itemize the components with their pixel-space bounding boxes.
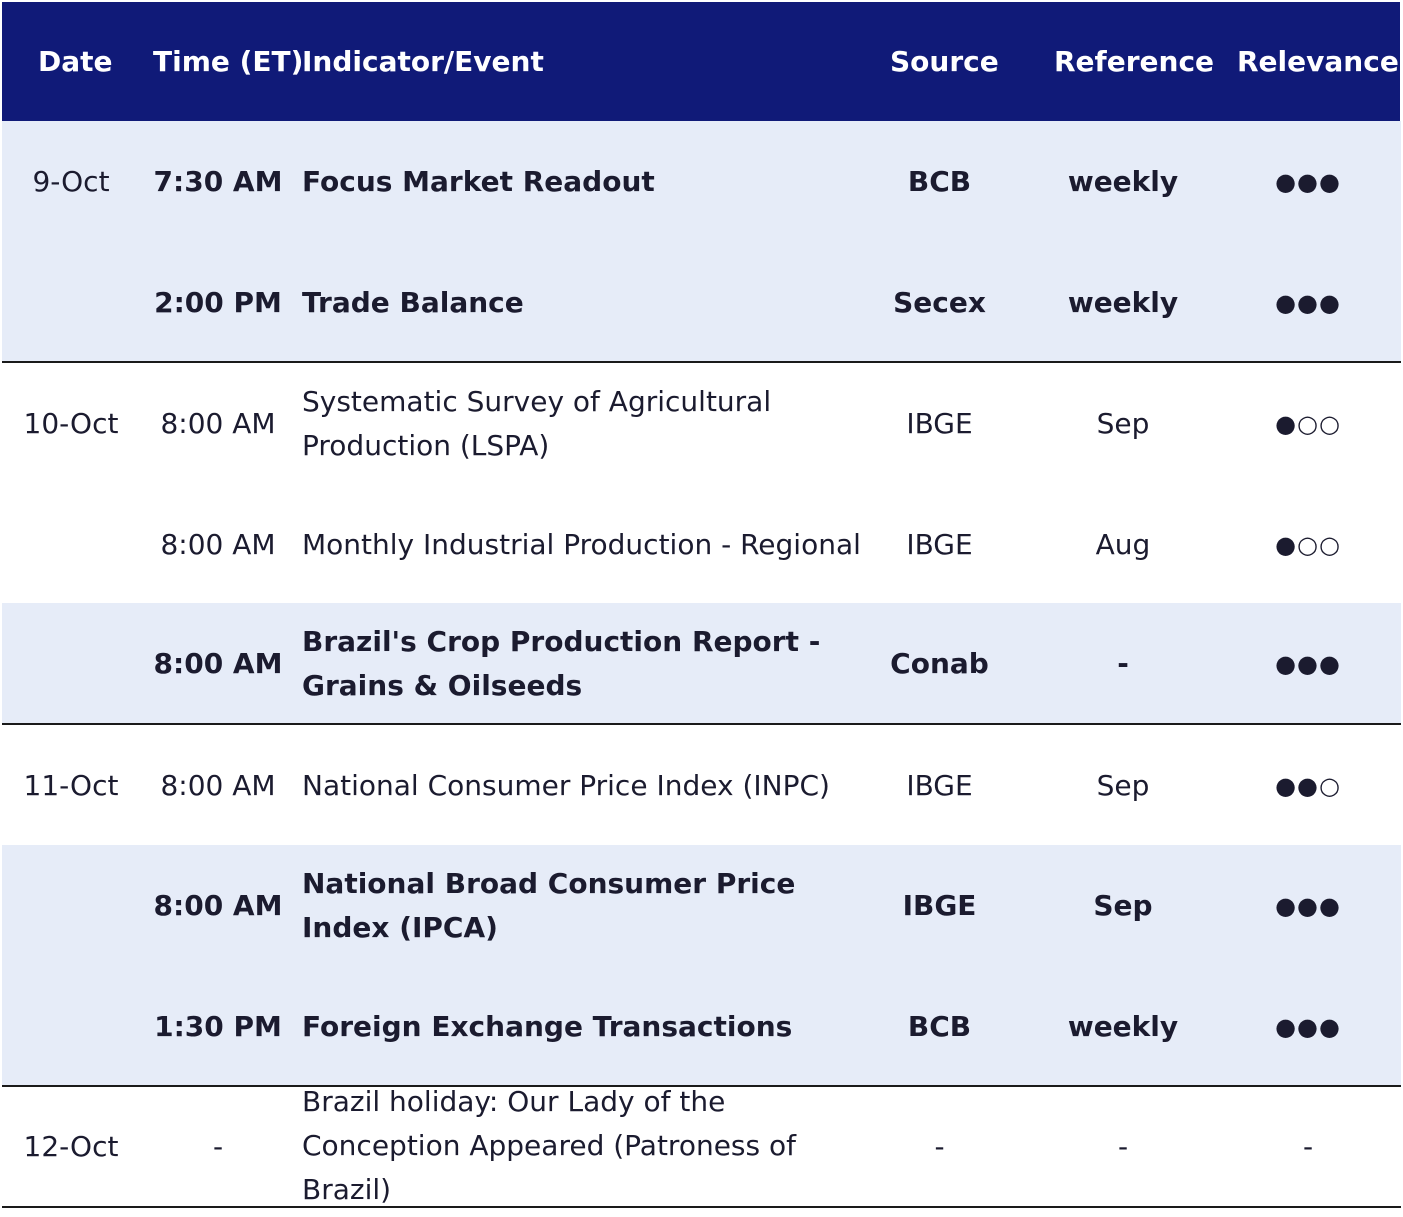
row-source: IBGE — [906, 528, 973, 561]
row-date — [2, 242, 140, 363]
row-reference: - — [1117, 647, 1129, 680]
group-divider — [2, 1085, 1401, 1087]
row-event: Systematic Survey of Agricultural Produc… — [302, 384, 772, 462]
relevance-dots-icon: ●●● — [1275, 288, 1341, 317]
row-reference: Aug — [1095, 528, 1151, 561]
row-time: 1:30 PM — [154, 1010, 282, 1043]
table-row: 9-Oct 7:30 AM Focus Market Readout BCB w… — [2, 121, 1401, 242]
relevance-dots-icon: ●○○ — [1275, 530, 1341, 559]
row-reference: - — [1117, 1129, 1129, 1163]
row-date: 11-Oct — [23, 769, 119, 802]
row-reference: weekly — [1067, 165, 1179, 198]
table-row: 1:30 PM Foreign Exchange Transactions BC… — [2, 966, 1401, 1087]
header-source: Source — [890, 45, 999, 78]
row-event: Focus Market Readout — [302, 164, 655, 198]
group-divider — [2, 723, 1401, 725]
table-row: 8:00 AM Monthly Industrial Production - … — [2, 484, 1401, 605]
row-source: IBGE — [906, 769, 973, 802]
table-bottom-border — [2, 1206, 1401, 1208]
header-reference: Reference — [1054, 45, 1215, 78]
row-event: National Broad Consumer Price Index (IPC… — [302, 866, 796, 944]
header-relevance: Relevance — [1237, 45, 1399, 78]
relevance-dots-icon: ●●● — [1275, 1012, 1341, 1041]
table-row: 12-Oct - Brazil holiday: Our Lady of the… — [2, 1087, 1401, 1205]
table-row: 10-Oct 8:00 AM Systematic Survey of Agri… — [2, 363, 1401, 484]
row-time: 8:00 AM — [160, 769, 276, 802]
table-row: 11-Oct 8:00 AM National Consumer Price I… — [2, 725, 1401, 846]
row-time: 7:30 AM — [153, 165, 283, 198]
row-event: Brazil's Crop Production Report - Grains… — [302, 624, 821, 702]
relevance-dots-icon: ●●● — [1275, 891, 1341, 920]
row-source: IBGE — [902, 889, 977, 922]
group-divider — [2, 361, 1401, 363]
row-source: Secex — [893, 286, 986, 319]
row-event: Monthly Industrial Production - Regional — [302, 527, 861, 561]
row-time: 8:00 AM — [160, 407, 276, 440]
row-time: 8:00 AM — [153, 647, 283, 680]
row-date — [2, 603, 140, 724]
row-date: 12-Oct — [23, 1129, 119, 1163]
row-time: 2:00 PM — [154, 286, 282, 319]
row-event: Foreign Exchange Transactions — [302, 1009, 793, 1043]
header-time: Time (ET) — [153, 45, 304, 78]
row-time: - — [212, 1129, 224, 1163]
row-reference: weekly — [1067, 286, 1179, 319]
row-event: Trade Balance — [302, 285, 524, 319]
row-date — [2, 966, 140, 1087]
row-relevance: - — [1302, 1129, 1314, 1163]
row-reference: weekly — [1067, 1010, 1179, 1043]
row-source: BCB — [907, 1010, 972, 1043]
table-row: 8:00 AM National Broad Consumer Price In… — [2, 845, 1401, 966]
row-date: 10-Oct — [23, 407, 119, 440]
row-source: - — [934, 1129, 945, 1163]
row-event: Brazil holiday: Our Lady of the Concepti… — [302, 1087, 796, 1205]
row-date: 9-Oct — [32, 165, 110, 198]
row-time: 8:00 AM — [153, 889, 283, 922]
row-source: IBGE — [906, 407, 973, 440]
table-row: 8:00 AM Brazil's Crop Production Report … — [2, 603, 1401, 724]
row-date — [2, 484, 140, 605]
row-source: BCB — [907, 165, 972, 198]
row-event: National Consumer Price Index (INPC) — [302, 768, 830, 802]
header-event: Indicator/Event — [302, 45, 544, 78]
table-row: 2:00 PM Trade Balance Secex weekly ●●● — [2, 242, 1401, 363]
relevance-dots-icon: ●●● — [1275, 167, 1341, 196]
row-reference: Sep — [1093, 889, 1153, 922]
relevance-dots-icon: ●○○ — [1275, 409, 1341, 438]
table-header: Date Time (ET) Indicator/Event Source Re… — [2, 2, 1400, 121]
row-reference: Sep — [1096, 407, 1150, 440]
header-date: Date — [38, 45, 113, 78]
row-time: 8:00 AM — [160, 528, 276, 561]
row-source: Conab — [890, 647, 989, 680]
relevance-dots-icon: ●●● — [1275, 649, 1341, 678]
row-reference: Sep — [1096, 769, 1150, 802]
row-date — [2, 845, 140, 966]
relevance-dots-icon: ●●○ — [1275, 771, 1341, 800]
